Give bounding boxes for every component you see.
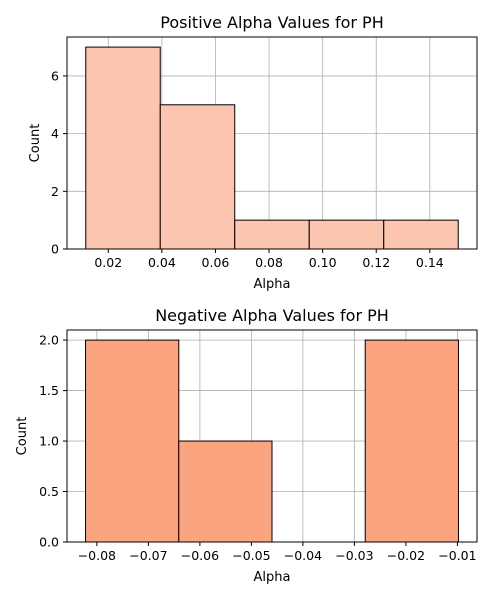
chart1-ytick-label-3: 6 [51,68,59,83]
chart1-bar-2 [234,219,310,250]
chart2-xtick-label-3: −0.05 [232,548,270,563]
chart1-xtick-label-3: 0.08 [255,255,283,270]
chart2-bar-1 [178,440,273,543]
chart1-xtick-label-1: 0.04 [148,255,176,270]
chart1-bar-1 [159,104,236,250]
chart2-group: −0.08 −0.07 −0.06 −0.05 −0.04 −0.03 −0.02 −0.01… [15,306,478,585]
chart2-ylabel: Count [15,417,30,456]
chart1-bar-0 [85,46,161,250]
chart1-ylabel: Count [28,124,43,163]
chart2-xtick-label-6: −0.02 [387,548,425,563]
chart2-xtick-label-2: −0.06 [181,548,219,563]
chart2-bar-0 [85,339,180,543]
chart1-ytick-label-2: 4 [51,126,59,141]
chart2-ytick-label-4: 2.0 [39,333,59,348]
chart1-xtick-label-0: 0.02 [94,255,122,270]
chart2-ytick-label-0: 0.0 [39,535,59,550]
chart2-title: Negative Alpha Values for PH [155,306,389,325]
chart2-xtick-label-4: −0.04 [284,548,322,563]
chart2-bar-3 [364,339,459,543]
chart1-xtick-label-5: 0.12 [362,255,390,270]
chart1-xtick-label-4: 0.10 [309,255,337,270]
chart1-xtick-label-6: 0.14 [416,255,444,270]
chart1-ytick-label-1: 2 [51,184,59,199]
chart2-xlabel: Alpha [254,570,291,585]
chart1-bar-3 [308,219,385,250]
chart2-xtick-label-0: −0.08 [78,548,116,563]
chart1-ytick-label-0: 0 [51,242,59,257]
chart2-ytick-label-1: 0.5 [39,484,59,499]
chart1-title: Positive Alpha Values for PH [160,13,383,32]
chart1-bar-4 [383,219,459,250]
chart2-ytick-label-2: 1.0 [39,434,59,449]
chart1-group: 0.02 0.04 0.06 0.08 0.10 0.12 0.14 0 2 4 6 Positive… [28,13,478,292]
chart2-axes-frame [66,329,478,543]
chart2-xtick-label-5: −0.03 [335,548,373,563]
chart1-axes-frame [66,36,478,250]
chart2-xtick-label-7: −0.01 [438,548,476,563]
chart2-ytick-label-3: 1.5 [39,383,59,398]
chart2-xtick-label-1: −0.07 [129,548,167,563]
chart1-xtick-label-2: 0.06 [202,255,230,270]
chart1-xlabel: Alpha [254,277,291,292]
